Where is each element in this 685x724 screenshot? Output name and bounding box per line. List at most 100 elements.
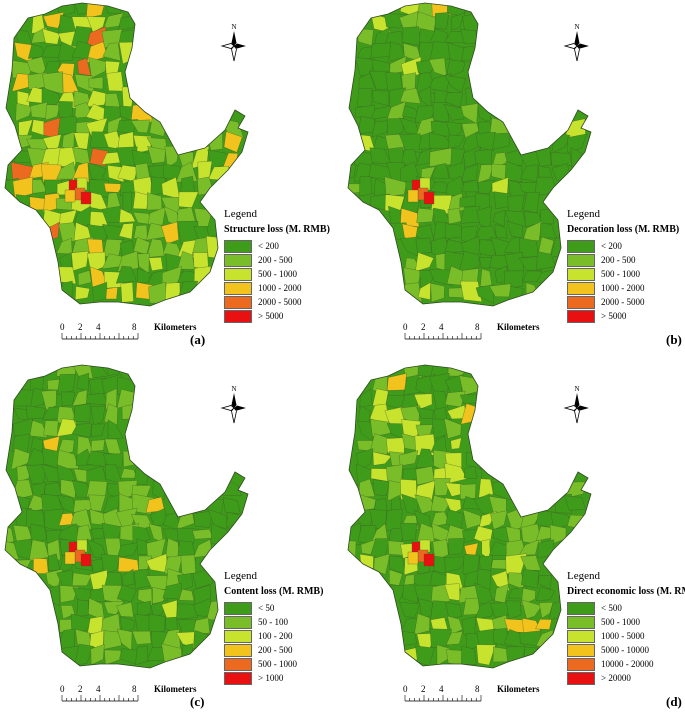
district	[181, 643, 194, 664]
legend-swatch	[567, 295, 595, 309]
district	[164, 282, 181, 305]
district	[115, 265, 137, 284]
district	[417, 282, 431, 300]
district	[474, 599, 495, 620]
legend-item: 500 - 1000	[567, 267, 679, 281]
north-label: N	[231, 23, 236, 31]
district	[90, 131, 109, 148]
scale-unit: Kilometers	[154, 684, 197, 694]
district	[137, 268, 152, 284]
district	[161, 599, 178, 621]
district-polygons	[5, 365, 242, 666]
district	[504, 161, 523, 182]
district	[460, 280, 483, 302]
district	[136, 600, 152, 618]
legend-swatch	[224, 615, 252, 629]
legend: Legend Content loss (M. RMB) < 50 50 - 100 1…	[224, 570, 323, 685]
legend-swatch	[567, 601, 595, 615]
legend-item: < 50	[224, 601, 323, 615]
legend-subtitle: Direct economic loss (M. RMB	[567, 586, 685, 597]
district	[87, 224, 109, 241]
district	[43, 420, 59, 437]
north-arrow-icon: N	[561, 22, 593, 62]
district	[103, 12, 124, 29]
legend-item: > 5000	[567, 309, 679, 323]
scale-tick-label: 8	[132, 322, 137, 332]
district	[445, 223, 462, 240]
district	[475, 131, 496, 152]
district	[447, 208, 462, 225]
legend-item: 500 - 1000	[567, 615, 685, 629]
district	[5, 538, 20, 560]
scale-tick-label: 0	[403, 322, 408, 332]
district-hotspot	[407, 551, 419, 565]
district	[463, 598, 481, 616]
district	[461, 645, 477, 665]
district	[450, 12, 466, 31]
scale-tick-label: 2	[421, 322, 426, 332]
district	[119, 208, 136, 223]
district	[73, 132, 90, 150]
district	[16, 464, 31, 483]
district	[88, 76, 104, 90]
district	[372, 451, 392, 466]
legend-subtitle: Structure loss (M. RMB)	[224, 224, 330, 235]
district	[102, 42, 121, 62]
district	[564, 495, 586, 511]
district	[33, 558, 49, 574]
district	[386, 118, 404, 137]
legend-class-label: 200 - 500	[601, 255, 636, 265]
district	[147, 146, 166, 164]
district-hotspot	[423, 553, 435, 567]
legend-item: 10000 - 20000	[567, 657, 685, 671]
district-hotspot	[80, 553, 92, 567]
legend-item: 50 - 100	[224, 615, 323, 629]
district	[535, 619, 552, 630]
district	[399, 602, 421, 618]
district-polygons	[5, 3, 244, 305]
district	[122, 568, 135, 587]
district	[91, 423, 105, 437]
legend: Legend Structure loss (M. RMB) < 200 200 - …	[224, 208, 330, 323]
map-boundary	[347, 364, 592, 669]
district	[76, 372, 89, 392]
district	[357, 88, 373, 109]
legend-swatch	[567, 309, 595, 323]
district	[60, 479, 78, 499]
district	[72, 389, 88, 407]
scale-unit: Kilometers	[497, 322, 540, 332]
map-panel-a: N Legend Structure loss (M. RMB) < 200 200 -…	[0, 0, 342, 362]
legend-class-label: 2000 - 5000	[601, 297, 645, 307]
district	[102, 224, 124, 241]
district	[386, 437, 406, 454]
legend-swatch	[567, 615, 595, 629]
district	[445, 631, 463, 646]
legend-item: 200 - 500	[567, 253, 679, 267]
district	[490, 510, 508, 531]
legend-class-label: 1000 - 5000	[601, 631, 645, 641]
district	[492, 132, 511, 150]
scale-tick-label: 8	[475, 684, 480, 694]
district	[385, 508, 403, 531]
district	[118, 223, 134, 240]
choropleth-map	[4, 2, 249, 307]
district	[57, 3, 76, 18]
district	[57, 41, 78, 62]
map-boundary	[347, 2, 592, 307]
scale-tick-label: 8	[132, 684, 137, 694]
scale-tick-label: 2	[78, 684, 83, 694]
district	[446, 121, 462, 139]
district	[474, 149, 493, 166]
district	[77, 270, 92, 286]
district	[70, 613, 93, 635]
district	[550, 152, 572, 167]
district	[103, 183, 125, 193]
district	[400, 522, 418, 542]
district	[537, 575, 553, 590]
legend-class-label: 50 - 100	[258, 617, 288, 627]
district	[72, 572, 92, 586]
district	[176, 603, 198, 620]
district	[148, 614, 166, 635]
scale-tick-label: 0	[403, 684, 408, 694]
legend-swatch	[567, 239, 595, 253]
